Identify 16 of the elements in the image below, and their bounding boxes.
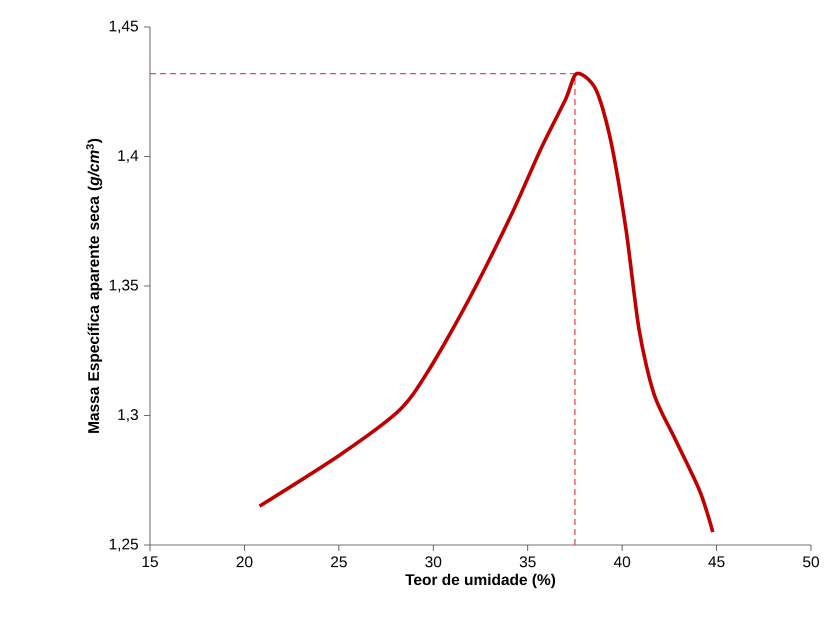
y-tick-label: 1,3 xyxy=(118,409,138,422)
line-series xyxy=(258,72,715,534)
y-tick-label: 1,45 xyxy=(110,20,138,34)
x-tick-label: 45 xyxy=(708,556,725,568)
x-tick-label: 25 xyxy=(331,556,347,568)
x-axis-title: Teor de umidade (%) xyxy=(405,574,556,588)
y-tick-label: 1,4 xyxy=(118,150,138,163)
y-tick-label: 1,25 xyxy=(110,538,138,552)
x-tick-label: 50 xyxy=(803,556,819,568)
y-tick-label: 1,35 xyxy=(110,280,138,292)
x-tick-label: 35 xyxy=(520,556,536,568)
x-tick-label: 20 xyxy=(236,556,252,568)
x-tick-label: 15 xyxy=(142,556,158,568)
x-tick-label: 30 xyxy=(425,556,442,568)
y-axis-title: Massa Específica aparente seca (g/cm$^{3}$) xyxy=(86,138,102,433)
x-tick-label: 40 xyxy=(614,556,630,568)
